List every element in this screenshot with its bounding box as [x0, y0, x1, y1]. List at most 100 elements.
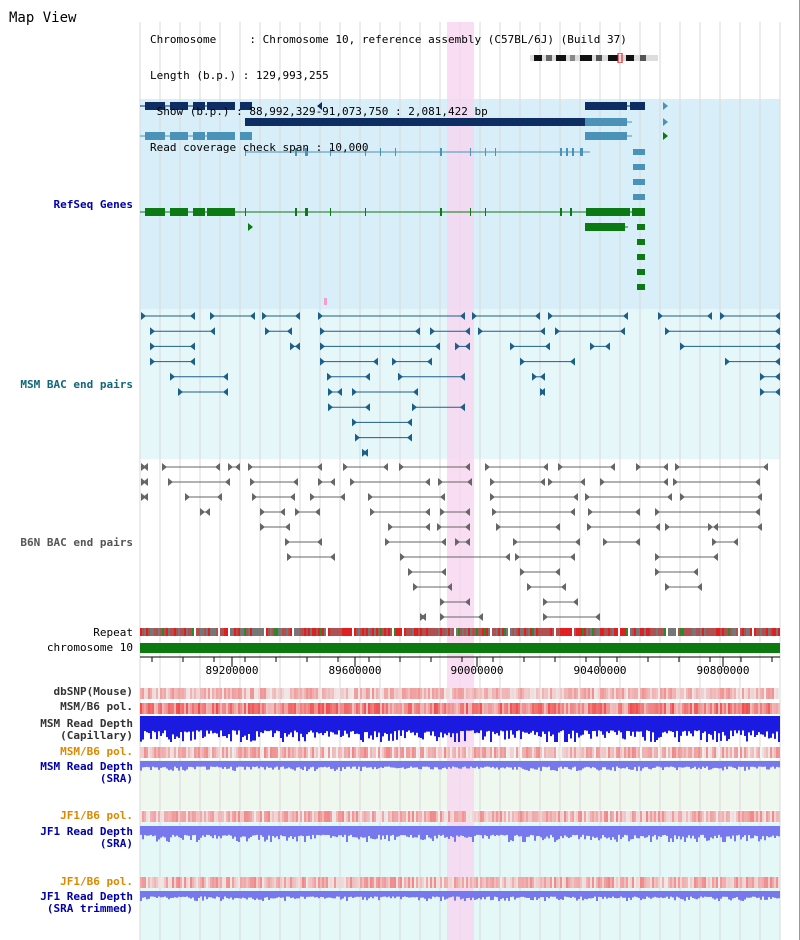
chromosome-ideogram[interactable]	[530, 53, 658, 63]
msm-sra-depth-bar	[258, 761, 260, 769]
jf1-sra-depth-bar	[250, 826, 252, 837]
jf1-trim-depth-bar	[258, 891, 260, 900]
jf1-pol2-cell	[192, 877, 194, 888]
msm-sra-depth-bar	[266, 761, 268, 767]
jf1-pol2-cell	[738, 877, 740, 888]
jf1-sra-depth-bar	[328, 826, 330, 836]
dbsnp-cell	[304, 688, 306, 699]
jf1-trim-depth-bar	[574, 891, 576, 898]
jf1-pol2-cell	[706, 877, 708, 888]
repeat-mark	[656, 628, 658, 636]
msm-sra-depth-bar	[296, 761, 298, 768]
msm-pol2-cell	[490, 747, 492, 758]
refseq-genes-label[interactable]: RefSeq Genes	[53, 198, 133, 211]
b6n-bac-pair-end	[558, 463, 563, 471]
msm-pol-cell	[710, 703, 712, 714]
jf1-trim-depth-bar	[514, 891, 516, 900]
jf1-sra-depth-bar	[760, 826, 762, 840]
jf1-depth-trimmed-label[interactable]: JF1 Read Depth (SRA trimmed)	[40, 891, 133, 915]
jf1-pol-cell	[574, 811, 576, 822]
msm-pol2-cell	[288, 747, 290, 758]
jf1-pol2-cell	[728, 877, 730, 888]
msm-pol2-cell	[550, 747, 552, 758]
msm-bac-pair-end	[150, 327, 155, 336]
jf1-sra-depth-bar	[564, 826, 566, 836]
jf1-pol-cell	[566, 811, 568, 822]
jf1-pol2-cell	[452, 877, 454, 888]
msm-pol2-cell	[774, 747, 776, 758]
msm-cap-depth-bar	[482, 716, 484, 740]
repeat-mark	[666, 628, 668, 636]
jf1-pol-cell	[402, 811, 404, 822]
b6n-bac-pair-end	[437, 523, 442, 531]
dbsnp-cell	[258, 688, 260, 699]
msm-pol2-cell	[370, 747, 372, 758]
jf1-trim-depth-bar	[170, 891, 172, 898]
msm-bac-pair-end	[415, 327, 420, 336]
info-chromosome: Chromosome : Chromosome 10, reference as…	[150, 33, 627, 46]
msm-pol2-cell	[604, 747, 606, 758]
jf1-trim-depth-bar	[240, 891, 242, 899]
msm-bac-label[interactable]: MSM BAC end pairs	[20, 378, 133, 391]
jf1-pol2-cell	[362, 877, 364, 888]
jf1-sra-depth-bar	[754, 826, 756, 836]
repeat-mark	[508, 628, 510, 636]
jf1-sra-depth-bar	[394, 826, 396, 840]
dbsnp-label[interactable]: dbSNP(Mouse)	[53, 685, 133, 698]
jf1-trim-depth-bar	[300, 891, 302, 897]
msm-b6-pol-label-2[interactable]: MSM/B6 pol.	[60, 745, 133, 758]
dbsnp-cell	[442, 688, 444, 699]
jf1-pol2-cell	[560, 877, 562, 888]
msm-pol2-cell	[652, 747, 654, 758]
jf1-trim-depth-bar	[742, 891, 744, 901]
msm-pol2-cell	[170, 747, 172, 758]
dbsnp-cell	[152, 688, 154, 699]
jf1-pol2-cell	[322, 877, 324, 888]
msm-cap-depth-bar	[244, 716, 246, 736]
jf1-sra-depth-bar	[350, 826, 352, 835]
msm-pol-cell	[546, 703, 548, 714]
msm-sra-depth-bar	[232, 761, 234, 771]
jf1-pol2-cell	[666, 877, 668, 888]
msm-sra-depth-bar	[568, 761, 570, 769]
msm-sra-depth-bar	[768, 761, 770, 770]
gene-i-exon	[170, 208, 188, 216]
repeat-mark	[646, 628, 648, 636]
msm-pol2-cell	[706, 747, 708, 758]
repeat-mark	[232, 628, 234, 636]
repeat-mark	[272, 628, 274, 636]
jf1-pol2-cell	[702, 877, 704, 888]
msm-pol2-cell	[494, 747, 496, 758]
repeat-mark	[704, 628, 706, 636]
dbsnp-cell	[196, 688, 198, 699]
msm-pol2-cell	[242, 747, 244, 758]
jf1-sra-depth-bar	[502, 826, 504, 836]
jf1-pol2-cell	[610, 877, 612, 888]
repeat-mark	[772, 628, 774, 636]
jf1-sra-depth-bar	[528, 826, 530, 837]
msm-cap-depth-bar	[636, 716, 638, 732]
msm-depth-capillary-line2: (Capillary)	[60, 729, 133, 742]
jf1-b6-pol-label-1[interactable]: JF1/B6 pol.	[60, 809, 133, 822]
repeat-mark	[580, 628, 582, 636]
b6n-bac-pair-end	[527, 583, 532, 591]
gene-g-exon	[585, 132, 627, 140]
jf1-depth-sra-label[interactable]: JF1 Read Depth (SRA)	[40, 826, 133, 850]
dbsnp-cell	[332, 688, 334, 699]
b6n-bac-label[interactable]: B6N BAC end pairs	[20, 536, 133, 549]
dbsnp-cell	[660, 688, 662, 699]
msm-pol-cell	[222, 703, 224, 714]
msm-pol2-cell	[718, 747, 720, 758]
msm-b6-pol-label-1[interactable]: MSM/B6 pol.	[60, 700, 133, 713]
msm-bac-pair-end	[707, 312, 712, 320]
jf1-b6-pol-label-2[interactable]: JF1/B6 pol.	[60, 875, 133, 888]
repeat-mark	[152, 628, 154, 636]
msm-depth-sra-label[interactable]: MSM Read Depth (SRA)	[40, 761, 133, 785]
jf1-trim-depth-bar	[706, 891, 708, 897]
msm-sra-depth-bar	[146, 761, 148, 767]
msm-pol-cell	[574, 703, 576, 714]
msm-depth-capillary-label[interactable]: MSM Read Depth (Capillary)	[40, 718, 133, 742]
jf1-sra-depth-bar	[558, 826, 560, 840]
dbsnp-cell	[368, 688, 370, 699]
msm-sra-depth-bar	[778, 761, 780, 768]
